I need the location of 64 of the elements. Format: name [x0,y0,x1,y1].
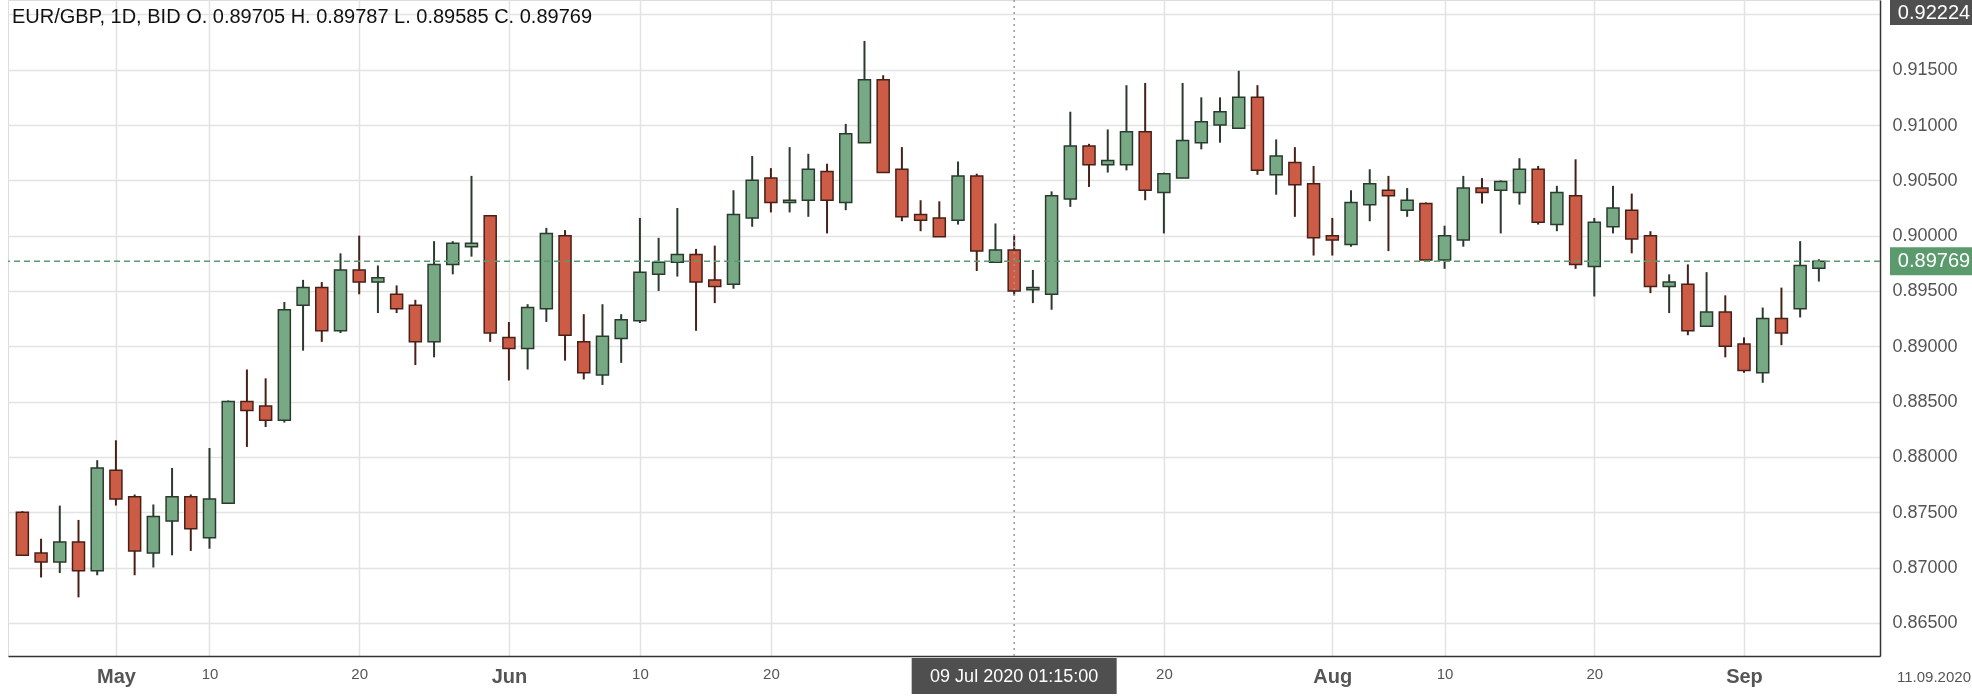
x-tick-label: May [96,664,137,687]
candlestick [1512,157,1527,206]
candlestick [913,199,928,233]
y-tick-label: 0.91500 [1892,59,1958,80]
y-tick-label: 0.86500 [1892,612,1958,633]
x-tick-label: 10 [201,664,219,682]
candlestick [1493,179,1508,235]
y-tick-label: 0.88000 [1892,446,1958,467]
candlestick [1812,258,1826,283]
x-tick-label: 20 [763,664,780,682]
candlestick [53,504,67,575]
y-tick-label: 0.90000 [1892,225,1958,246]
candlestick [1288,146,1302,218]
candlestick [1362,168,1377,223]
x-tick-label: 20 [1156,664,1173,682]
candlestick [389,284,404,315]
candlestick [446,240,460,276]
x-tick-label: Aug [1313,664,1353,687]
candlestick [1475,177,1489,205]
candlestick [1026,268,1040,305]
ref-line-label: 0.89769 [1897,249,1971,272]
candlestick [1606,184,1620,235]
candlestick [34,537,48,579]
candlestick [782,146,797,214]
candlestick [258,377,273,429]
y-tick-label: 0.87000 [1892,557,1958,577]
candlestick [1662,273,1676,315]
text: 11.09.2020 [1897,668,1971,685]
y-tick-label: 0.89500 [1892,280,1958,301]
y-tick-label: 0.87500 [1892,501,1958,522]
candlestick [1194,96,1209,151]
candlestick [1381,174,1396,253]
candlestick [708,244,722,305]
candlestick [1213,96,1227,144]
candlestick [1400,187,1414,218]
candlestick [502,320,516,382]
x-tick-label: 20 [351,664,369,682]
y-tick-label: 0.91000 [1892,114,1958,135]
x-tick-label: 20 [1586,664,1604,682]
y-tick-label: 0.88500 [1892,391,1958,412]
candlestick [1699,271,1714,328]
candlestick [1325,216,1340,257]
y-tick-label: 0.90500 [1892,169,1958,190]
x-tick-label: 10 [632,664,649,682]
text: 0.92224 [1897,1,1971,23]
candlestick [296,278,310,352]
candlestick [371,264,385,315]
candlestick [614,313,628,364]
x-tick-label: Jun [491,664,528,687]
candlestick [1269,138,1283,196]
candlestick [932,200,947,238]
candlestick [988,222,1003,264]
chart-title: EUR/GBP, 1D, BID O. 0.89705 H. 0.89787 L. 0.89585 C. 0.89769 [12,5,592,27]
candlestick [1774,286,1789,347]
x-tick-label: Sep [1726,664,1763,687]
candlestick [1157,171,1171,235]
x-tick-label: 10 [1436,664,1454,682]
candlestick [352,234,366,296]
x-tick-label: 09 Jul 2020 01:15:00 [930,666,1099,686]
candlestick [1082,142,1096,188]
candlestick [1100,128,1115,174]
candlestick [651,236,666,292]
candlestick [240,368,254,448]
y-tick-label: 0.89000 [1892,335,1958,356]
